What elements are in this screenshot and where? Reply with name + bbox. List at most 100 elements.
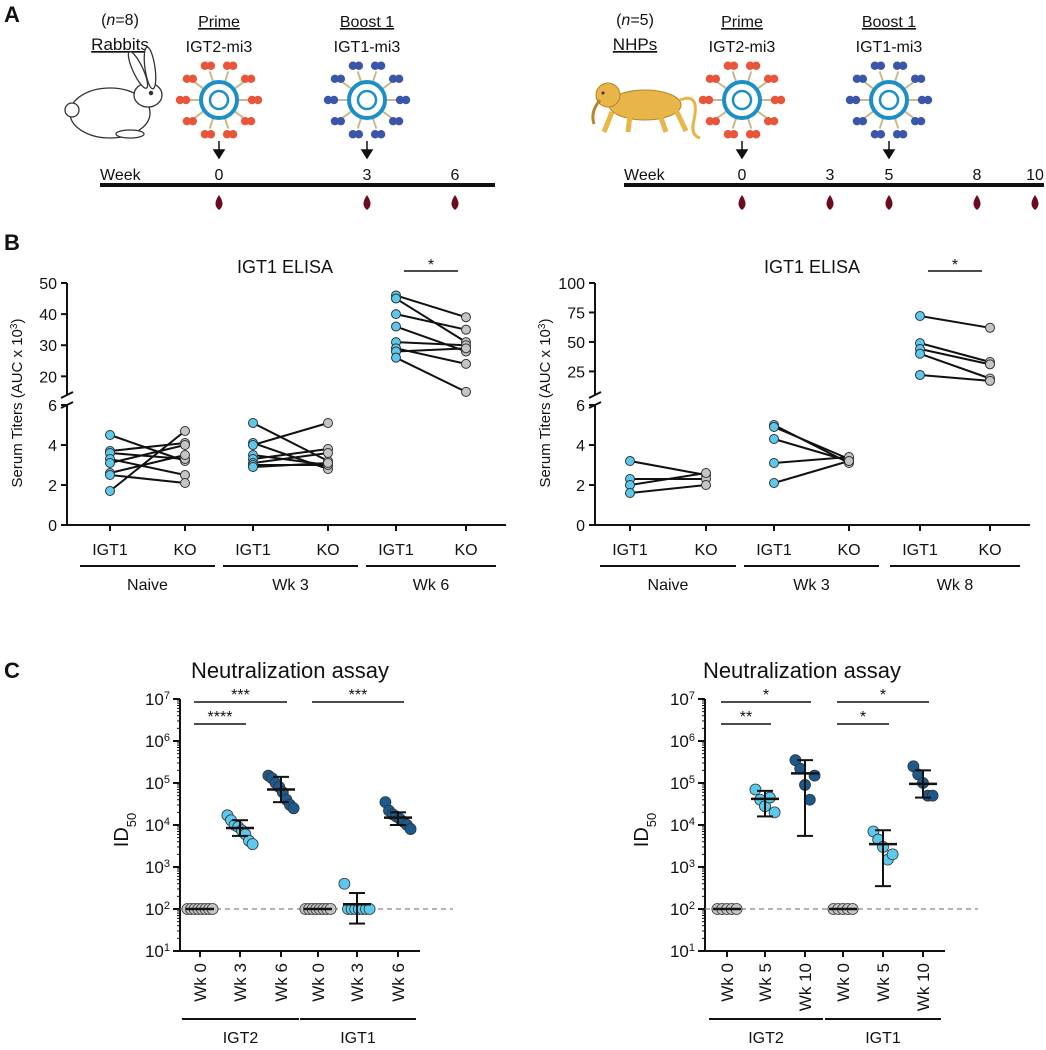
neut-nhp-point [808, 769, 821, 782]
nhp-boost-title: Boost 1 [862, 14, 916, 31]
elisa-nhp-point-igt1 [915, 311, 925, 322]
elisa-nhp-point-igt1 [769, 458, 779, 468]
nhp-prime-np-core [722, 80, 762, 120]
rabbit-boost-np-antigen [354, 130, 364, 139]
neut-nhp-y-tick-label: 104 [670, 816, 695, 835]
elisa-nhp-pair-line [919, 342, 991, 363]
elisa-rabbit-point-ko [461, 312, 471, 323]
nhp-boost-nanoparticle [845, 61, 933, 139]
neut-rabbit-title: Neutralization assay [191, 658, 389, 683]
nhp-boost-np-antigen [851, 95, 861, 105]
rabbit-n-label: (n=8) [101, 12, 139, 29]
rabbit-boost-np-core [347, 80, 387, 120]
rabbit-boost-np-antigen [329, 95, 339, 105]
rabbit-species-label: Rabbits [91, 35, 149, 54]
elisa-rabbit-pair-line [109, 454, 186, 474]
rabbit-prime-np-antigen [253, 95, 263, 105]
elisa-nhp-y-tick-label: 0 [576, 518, 585, 535]
rabbit-prime-np-linker [194, 110, 205, 119]
neut-nhp-x-tick-label: Wk 10 [796, 963, 815, 1011]
rabbit-boost-np-linker [381, 110, 392, 119]
neutralization-chart-nhp: Neutralization assay ID50 101 102 103 104 10… [631, 658, 978, 1047]
rabbit-blood-draw-icon [363, 195, 371, 210]
rabbit-week-6: 6 [451, 167, 460, 184]
nhp-boost-np-antigen [898, 61, 908, 70]
neut-nhp-y-tick-label: 107 [670, 690, 695, 709]
neut-nhp-point [749, 783, 762, 796]
nhp-boost-np-linker [864, 110, 875, 119]
nhp-boost-np-linker [878, 71, 885, 83]
elisa-rabbit-y-tick-label: 40 [39, 307, 57, 324]
nhp-boost-np-antigen [876, 130, 886, 139]
elisa-rabbit-pair-line [252, 448, 329, 460]
neut-rabbit-x-tick-label: Wk 3 [231, 963, 250, 1002]
rabbit-boost-np-antigen [394, 74, 404, 84]
panel-label-b: B [4, 230, 20, 255]
neut-rabbit-significance-label: **** [208, 709, 233, 726]
nhp-prime-np-antigen [745, 130, 755, 139]
elisa-rabbit-pair-line [395, 325, 467, 353]
elisa-nhp-point-igt1 [915, 369, 925, 380]
rabbit-boost-np-antigen [394, 116, 404, 126]
neut-nhp-y-axis-label: ID50 [631, 813, 659, 847]
rabbit-icon [64, 46, 163, 139]
nhp-prime-np-antigen [729, 130, 739, 139]
neut-nhp-x-tick-label: Wk 10 [914, 963, 933, 1011]
rabbit-boost-np-antigen [330, 116, 340, 126]
elisa-rabbit-pair-line [395, 297, 467, 343]
nhp-prime-np-linker [717, 110, 728, 119]
nhp-prime-np-antigen [770, 95, 780, 105]
nhp-prime-np-linker [756, 110, 767, 119]
elisa-rabbit-point-ko [323, 448, 333, 458]
elisa-nhp-x-tick-label: IGT1 [612, 542, 648, 559]
neut-rabbit-x-tick-label: Wk 3 [348, 963, 367, 1002]
neut-nhp-x-tick-label: Wk 5 [756, 963, 775, 1002]
rabbit-week-3: 3 [363, 167, 372, 184]
rabbit-boost-np-antigen [336, 116, 346, 126]
nhp-prime-np-antigen [751, 130, 761, 139]
nhp-boost-np-antigen [910, 74, 920, 84]
rabbit-prime-np-antigen [200, 61, 210, 70]
nhp-week-label: Week [624, 167, 666, 184]
elisa-chart-nhp: IGT1 ELISA Serum Titers (AUC x 103) 0 2 4 6… [537, 257, 1030, 594]
neut-nhp-title: Neutralization assay [703, 658, 901, 683]
elisa-nhp-pair-line [629, 484, 707, 494]
rabbit-prime-np-linker [223, 71, 230, 83]
elisa-rabbit-x-tick-label: IGT1 [378, 542, 414, 559]
rabbit-prime-np-antigen [181, 95, 191, 105]
elisa-nhp-pair-line [629, 472, 707, 486]
elisa-rabbit-x-tick-label: IGT1 [235, 542, 271, 559]
elisa-rabbit-point-ko [461, 386, 471, 397]
elisa-nhp-axis-break [588, 391, 602, 399]
elisa-rabbit-pair-line [395, 294, 467, 319]
elisa-rabbit-y-tick-label: 0 [48, 518, 57, 535]
elisa-nhp-pair-line [919, 315, 991, 329]
rabbit-boost-immunogen: IGT1-mi3 [334, 39, 401, 56]
nhp-boost-np-antigen [845, 95, 855, 105]
elisa-rabbit-group-label: Naive [127, 577, 168, 594]
nhp-boost-np-antigen [892, 61, 902, 70]
rabbit-prime-np-antigen [182, 74, 192, 84]
elisa-nhp-pair-line [773, 426, 850, 460]
elisa-nhp-x-tick-label: KO [694, 542, 717, 559]
rabbit-prime-np-antigen [222, 61, 232, 70]
rabbit-boost-np-linker [356, 117, 363, 129]
elisa-rabbit-pair-line [395, 347, 467, 353]
rabbit-boost-np-linker [371, 117, 378, 129]
rabbit-prime-np-antigen [240, 74, 250, 84]
elisa-nhp-point-igt1 [769, 478, 779, 488]
elisa-nhp-pair-line [629, 460, 707, 476]
nhp-prime-np-antigen [763, 116, 773, 126]
nhp-prime-np-antigen [723, 130, 733, 139]
rabbit-prime-np-antigen [240, 116, 250, 126]
nhp-boost-np-antigen [858, 74, 868, 84]
nhp-boost-np-antigen [852, 74, 862, 84]
nhp-boost-immunogen: IGT1-mi3 [856, 39, 923, 56]
rabbit-prime-np-antigen [175, 95, 185, 105]
nhp-blood-draw-icon [1031, 195, 1039, 210]
elisa-rabbit-point-igt1 [391, 352, 401, 363]
neut-rabbit-x-tick-label: Wk 0 [309, 963, 328, 1002]
elisa-nhp-y-tick-label: 100 [558, 276, 585, 293]
elisa-rabbit-axis-break [60, 391, 74, 399]
elisa-rabbit-y-tick-label: 2 [48, 478, 57, 495]
